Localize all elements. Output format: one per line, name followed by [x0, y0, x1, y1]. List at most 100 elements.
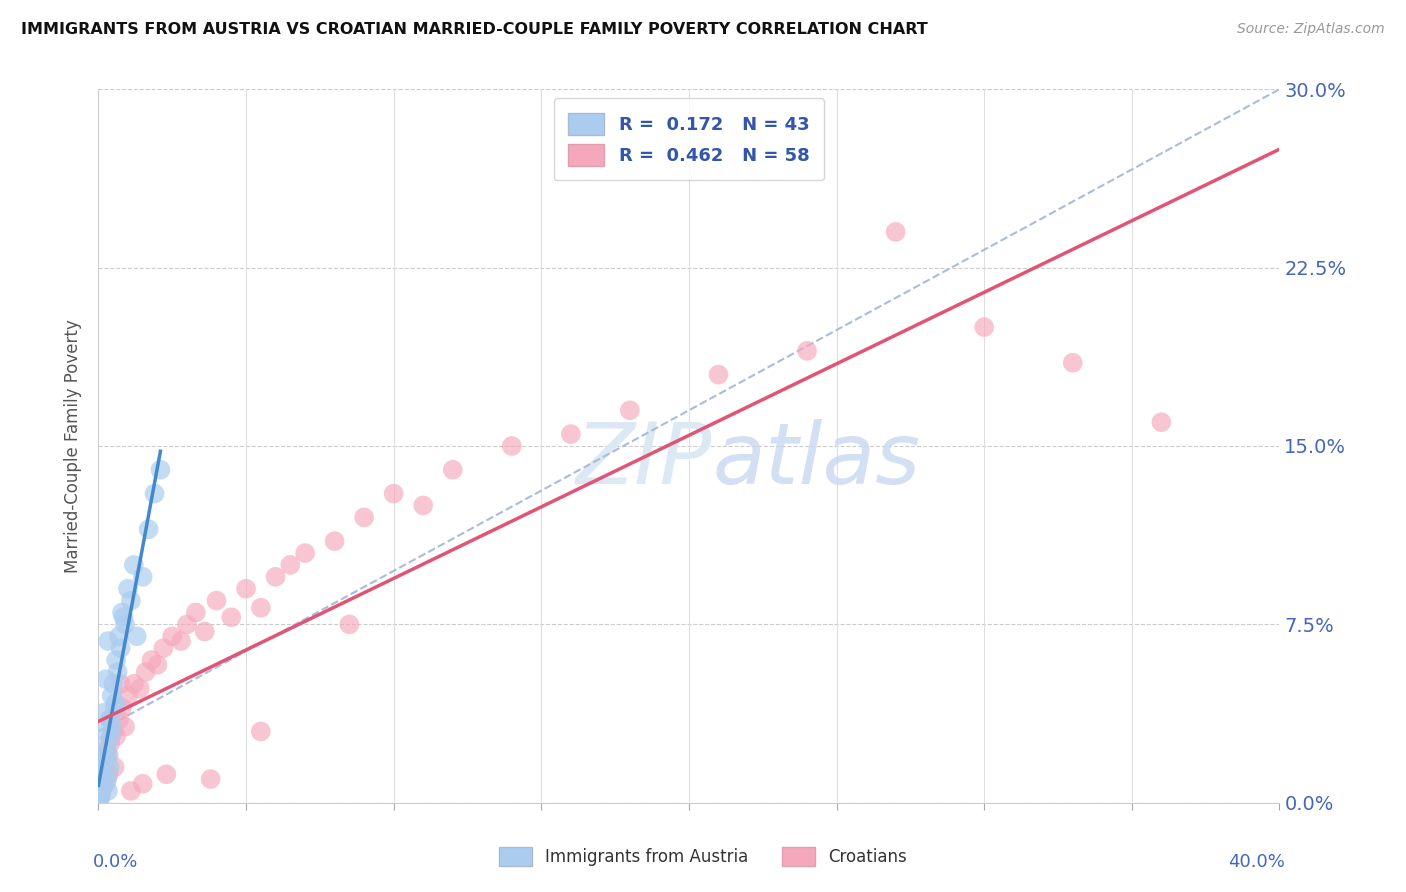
Point	[104, 700, 127, 714]
Point	[170, 634, 193, 648]
Point	[96, 772, 118, 786]
Legend: Immigrants from Austria, Croatians: Immigrants from Austria, Croatians	[491, 838, 915, 875]
Point	[110, 641, 132, 656]
Point	[294, 546, 316, 560]
Point	[221, 610, 243, 624]
Point	[105, 653, 128, 667]
Point	[89, 789, 111, 803]
Point	[412, 499, 434, 513]
Point	[382, 486, 405, 500]
Point	[96, 736, 118, 750]
Point	[96, 743, 118, 757]
Point	[1150, 415, 1173, 429]
Point	[100, 689, 122, 703]
Point	[117, 689, 139, 703]
Point	[205, 593, 228, 607]
Point	[103, 724, 125, 739]
Text: ZIP: ZIP	[576, 418, 713, 502]
Text: Source: ZipAtlas.com: Source: ZipAtlas.com	[1237, 22, 1385, 37]
Point	[149, 463, 172, 477]
Point	[108, 713, 131, 727]
Point	[152, 641, 174, 656]
Point	[93, 777, 115, 791]
Point	[94, 777, 117, 791]
Point	[104, 760, 127, 774]
Point	[111, 606, 134, 620]
Point	[120, 593, 142, 607]
Point	[105, 729, 128, 743]
Point	[619, 403, 641, 417]
Point	[146, 657, 169, 672]
Point	[250, 600, 273, 615]
Text: IMMIGRANTS FROM AUSTRIA VS CROATIAN MARRIED-COUPLE FAMILY POVERTY CORRELATION CH: IMMIGRANTS FROM AUSTRIA VS CROATIAN MARR…	[21, 22, 928, 37]
Point	[250, 724, 273, 739]
Point	[141, 653, 163, 667]
Point	[110, 677, 132, 691]
Point	[94, 672, 117, 686]
Point	[108, 629, 131, 643]
Point	[128, 681, 150, 696]
Point	[94, 724, 117, 739]
Point	[97, 784, 120, 798]
Point	[98, 713, 121, 727]
Point	[441, 463, 464, 477]
Point	[90, 784, 112, 798]
Point	[117, 582, 139, 596]
Point	[176, 617, 198, 632]
Point	[235, 582, 257, 596]
Point	[90, 789, 112, 803]
Point	[93, 760, 115, 774]
Point	[138, 522, 160, 536]
Point	[107, 665, 129, 679]
Point	[114, 617, 136, 632]
Point	[91, 772, 114, 786]
Point	[560, 427, 582, 442]
Point	[155, 767, 177, 781]
Point	[122, 677, 145, 691]
Point	[501, 439, 523, 453]
Point	[90, 786, 112, 800]
Point	[125, 629, 148, 643]
Point	[103, 677, 125, 691]
Point	[135, 665, 157, 679]
Point	[98, 736, 121, 750]
Point	[280, 558, 302, 572]
Point	[91, 748, 114, 763]
Point	[1062, 356, 1084, 370]
Text: 0.0%: 0.0%	[93, 853, 138, 871]
Point	[93, 706, 115, 720]
Point	[94, 753, 117, 767]
Point	[143, 486, 166, 500]
Point	[111, 700, 134, 714]
Point	[98, 713, 121, 727]
Point	[323, 534, 346, 549]
Point	[89, 791, 111, 805]
Text: 40.0%: 40.0%	[1229, 853, 1285, 871]
Point	[353, 510, 375, 524]
Point	[97, 634, 120, 648]
Legend: R =  0.172   N = 43, R =  0.462   N = 58: R = 0.172 N = 43, R = 0.462 N = 58	[554, 98, 824, 180]
Point	[89, 791, 111, 805]
Point	[162, 629, 183, 643]
Point	[796, 343, 818, 358]
Y-axis label: Married-Couple Family Poverty: Married-Couple Family Poverty	[65, 319, 83, 573]
Point	[200, 772, 222, 786]
Point	[132, 777, 155, 791]
Point	[264, 570, 287, 584]
Point	[884, 225, 907, 239]
Point	[97, 748, 120, 763]
Point	[93, 760, 115, 774]
Point	[707, 368, 730, 382]
Point	[104, 696, 127, 710]
Point	[93, 767, 115, 781]
Point	[120, 784, 142, 798]
Point	[91, 779, 114, 793]
Point	[114, 720, 136, 734]
Point	[973, 320, 995, 334]
Point	[184, 606, 207, 620]
Point	[97, 767, 120, 781]
Point	[96, 748, 118, 763]
Point	[194, 624, 217, 639]
Text: atlas: atlas	[713, 418, 921, 502]
Point	[90, 784, 112, 798]
